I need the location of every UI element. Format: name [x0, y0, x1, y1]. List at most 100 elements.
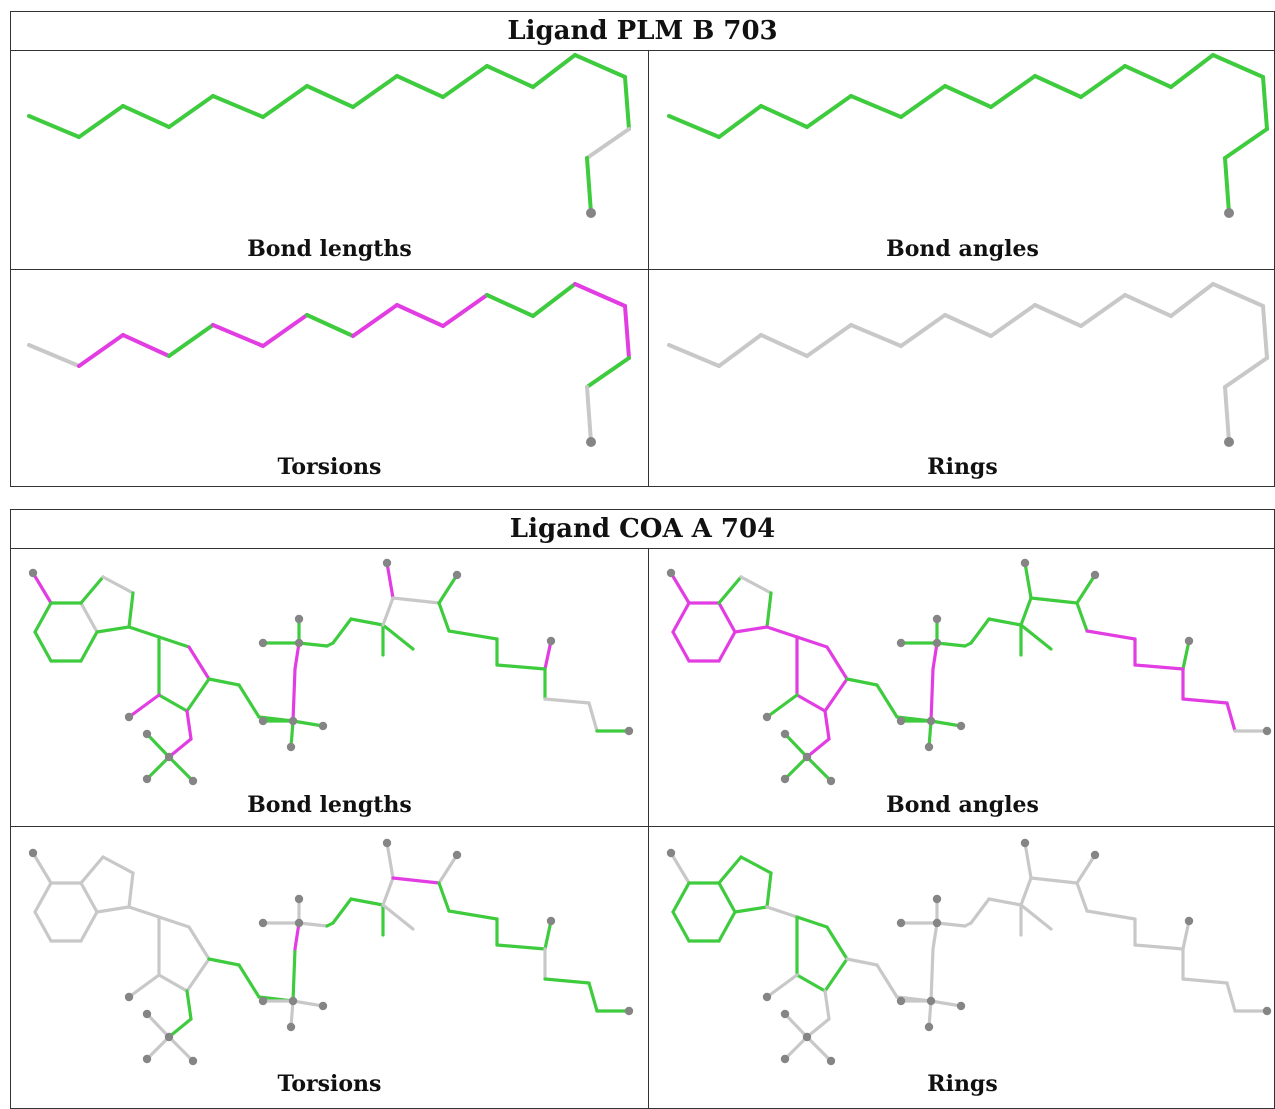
bond	[795, 635, 829, 649]
bond	[805, 323, 853, 358]
atom	[286, 742, 296, 752]
bond	[805, 1017, 831, 1039]
atom	[294, 638, 304, 648]
atom	[802, 752, 812, 762]
bond	[127, 591, 135, 629]
bond	[875, 683, 899, 719]
bond	[395, 74, 445, 99]
molecule-view	[666, 558, 1272, 786]
bond	[437, 881, 451, 913]
atom	[258, 638, 268, 648]
bond	[437, 853, 459, 885]
atom	[258, 918, 268, 928]
bond	[211, 94, 265, 119]
panel-bond-angles: Bond angles	[649, 549, 1275, 826]
bond	[759, 104, 809, 129]
bond	[121, 333, 171, 358]
bond	[927, 719, 933, 749]
bond	[1023, 841, 1033, 880]
bond	[765, 871, 773, 909]
bond	[381, 623, 415, 651]
bond	[543, 919, 553, 951]
atom	[1224, 437, 1234, 447]
atom	[124, 712, 134, 722]
bond	[291, 719, 325, 728]
bond	[79, 855, 105, 885]
panel-bond-angles: Bond angles	[649, 51, 1275, 269]
bond	[127, 905, 161, 919]
bond	[585, 127, 631, 160]
atom	[286, 1022, 296, 1032]
bond	[127, 625, 161, 639]
atom	[1020, 558, 1030, 568]
bond	[1085, 909, 1137, 921]
atom	[780, 774, 790, 784]
bond	[1075, 573, 1097, 605]
bond	[187, 645, 211, 681]
bond	[385, 841, 395, 880]
bond	[77, 104, 125, 139]
atom	[28, 568, 38, 578]
bond	[1033, 74, 1083, 99]
atom	[932, 638, 942, 648]
bond	[987, 897, 1023, 907]
bond	[943, 84, 993, 109]
molecule-view	[27, 282, 631, 447]
bond	[795, 973, 827, 993]
atom	[932, 918, 942, 928]
bond	[733, 625, 769, 634]
bond	[1085, 629, 1137, 641]
bond	[765, 591, 773, 629]
bond	[145, 755, 171, 781]
bond	[845, 677, 879, 687]
bond	[805, 1035, 833, 1063]
bond	[671, 910, 691, 943]
atom	[188, 776, 198, 786]
bond	[33, 910, 53, 943]
bond	[79, 910, 99, 943]
bond	[1261, 75, 1269, 131]
molecule-view	[28, 558, 634, 786]
bond	[717, 575, 743, 605]
bond	[1211, 282, 1265, 308]
bond	[823, 989, 831, 1021]
bond	[845, 957, 879, 967]
panel-bond-lengths: Bond lengths	[11, 51, 648, 269]
panel-caption: Rings	[927, 454, 998, 480]
atom	[294, 918, 304, 928]
atom	[258, 716, 268, 726]
bond	[1019, 876, 1033, 907]
atom	[956, 1001, 966, 1011]
bond	[585, 156, 593, 215]
panel-rings: Rings	[649, 270, 1275, 488]
bond	[167, 94, 215, 129]
bond	[349, 617, 385, 627]
ligand-table-1: Ligand PLM B 703 Bond lengths Bond angle…	[10, 11, 1275, 487]
bond	[1123, 64, 1173, 89]
bond	[1033, 303, 1083, 328]
bond	[929, 947, 935, 1003]
atom	[924, 742, 934, 752]
bond	[1123, 293, 1173, 318]
bond	[1079, 64, 1127, 99]
bond	[237, 963, 261, 999]
bond	[585, 356, 631, 389]
atom	[926, 996, 936, 1006]
bond	[447, 629, 499, 641]
bond	[381, 903, 415, 931]
bond	[495, 943, 547, 951]
bond	[543, 977, 591, 985]
bond	[391, 596, 441, 605]
atom	[142, 774, 152, 784]
bond	[127, 871, 135, 909]
bond	[717, 104, 763, 139]
bond	[1211, 53, 1265, 79]
bond	[1029, 596, 1079, 605]
bond	[783, 755, 809, 781]
bond	[1261, 304, 1269, 360]
bond	[1079, 293, 1127, 328]
bond	[585, 385, 593, 444]
bond	[783, 1035, 809, 1061]
atom	[452, 570, 462, 580]
bond	[79, 601, 99, 634]
